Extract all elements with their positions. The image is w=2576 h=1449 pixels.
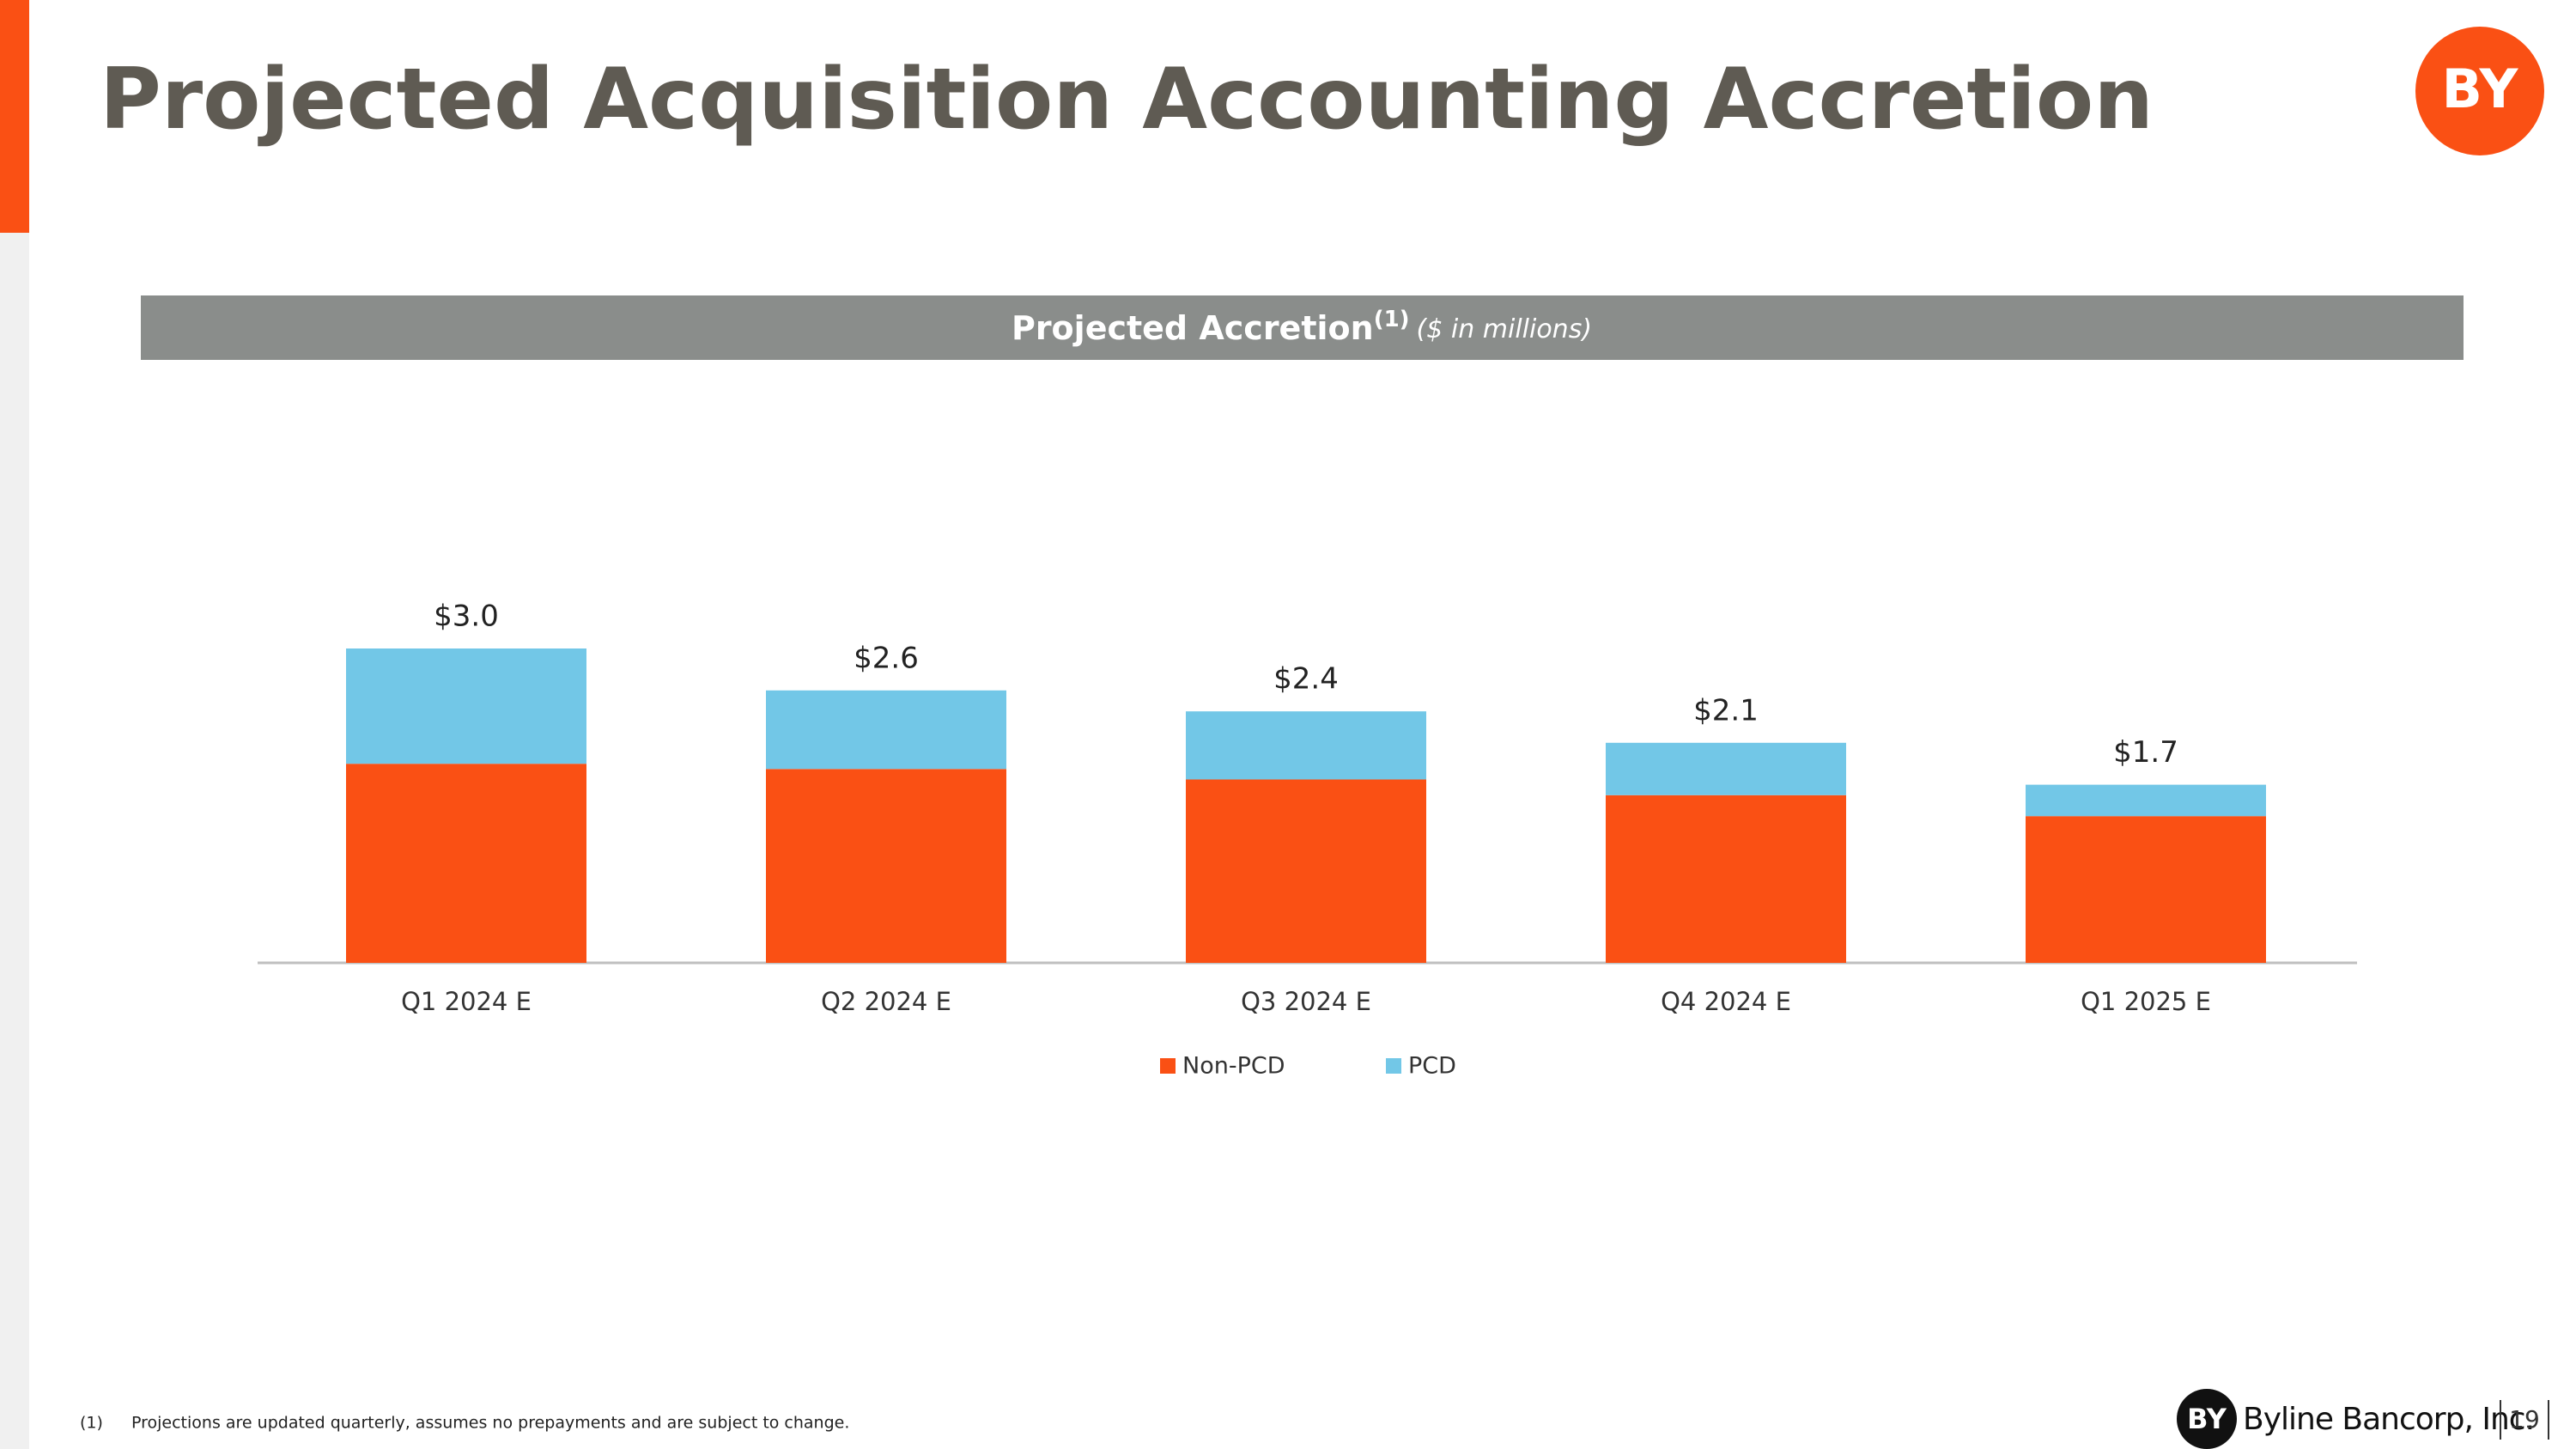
chart-subtitle: ($ in millions): [1417, 314, 1592, 344]
x-tick-label: Q4 2024 E: [1661, 987, 1791, 1016]
accent-bar: [0, 0, 29, 233]
bar-segment: [346, 764, 586, 963]
side-strip: [0, 0, 29, 1449]
footnote: Projections are updated quarterly, assum…: [131, 1414, 849, 1433]
bar-segment: [2026, 784, 2266, 817]
chart-title-sup: (1): [1374, 307, 1410, 332]
bar-segment: [2026, 816, 2266, 963]
footer-logo-text: BY: [2187, 1403, 2227, 1435]
legend-label: PCD: [1408, 1053, 1456, 1080]
legend-label: Non-PCD: [1182, 1053, 1285, 1080]
footer-logo: [2177, 1389, 2237, 1449]
total-label: $1.7: [2113, 735, 2178, 770]
bar-segment: [346, 648, 586, 764]
bar-segment: [1606, 742, 1846, 795]
legend-swatch: [1160, 1058, 1176, 1074]
company-name: Byline Bancorp, Inc.: [2243, 1402, 2534, 1437]
slide-title: Projected Acquisition Accounting Accreti…: [100, 51, 2154, 149]
bar-segment: [1186, 779, 1426, 963]
chart-title-text: Projected Accretion: [1012, 309, 1374, 347]
bar-segment: [1606, 795, 1846, 963]
chart-title: Projected Accretion(1) ($ in millions): [1012, 307, 1592, 347]
total-label: $2.6: [854, 641, 919, 675]
x-tick-label: Q1 2024 E: [401, 987, 532, 1016]
x-tick-label: Q3 2024 E: [1241, 987, 1371, 1016]
total-label: $2.1: [1693, 693, 1759, 728]
logo-text: BY: [2442, 58, 2519, 120]
bar-segment: [766, 769, 1006, 963]
x-tick-label: Q1 2025 E: [2081, 987, 2211, 1016]
page-number: 19: [2509, 1405, 2540, 1434]
legend-swatch: [1386, 1058, 1401, 1074]
bar-segment: [1186, 711, 1426, 780]
total-label: $3.0: [434, 600, 499, 634]
logo: [2415, 27, 2544, 155]
x-tick-label: Q2 2024 E: [821, 987, 951, 1016]
footnote-marker: (1): [80, 1414, 103, 1433]
total-label: $2.4: [1273, 662, 1339, 697]
bar-segment: [766, 690, 1006, 770]
chart-header: [141, 295, 2464, 360]
